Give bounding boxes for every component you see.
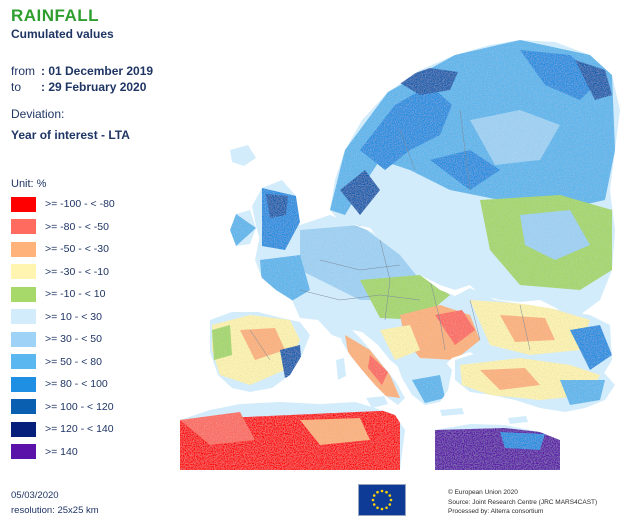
legend-label: >= -100 - < -80 bbox=[45, 198, 115, 211]
legend-item: >= -10 - < 10 bbox=[11, 283, 115, 306]
legend-label: >= -50 - < -30 bbox=[45, 243, 109, 256]
period-from-value: : 01 December 2019 bbox=[41, 64, 154, 78]
legend-label: >= 140 bbox=[45, 445, 78, 458]
resolution: resolution: 25x25 km bbox=[11, 505, 99, 516]
legend-item: >= -80 - < -50 bbox=[11, 216, 115, 239]
legend-label: >= 50 - < 80 bbox=[45, 355, 102, 368]
legend-item: >= 120 - < 140 bbox=[11, 418, 115, 441]
legend-item: >= 140 bbox=[11, 441, 115, 464]
legend-swatch bbox=[11, 399, 36, 415]
credits: © European Union 2020 Source: Joint Resea… bbox=[448, 488, 597, 517]
issue-date: 05/03/2020 bbox=[11, 490, 59, 501]
legend-label: >= -80 - < -50 bbox=[45, 220, 109, 233]
legend-item: >= -100 - < -80 bbox=[11, 193, 115, 216]
legend-swatch bbox=[11, 264, 36, 280]
deviation-value: Year of interest - LTA bbox=[11, 128, 130, 142]
credit-line: Source: Joint Research Centre (JRC MARS4… bbox=[448, 498, 598, 506]
legend-item: >= 10 - < 30 bbox=[11, 306, 115, 329]
legend-item: >= -50 - < -30 bbox=[11, 238, 115, 261]
legend-label: >= 10 - < 30 bbox=[45, 310, 102, 323]
legend-item: >= 30 - < 50 bbox=[11, 328, 115, 351]
legend-label: >= 120 - < 140 bbox=[45, 423, 114, 436]
legend-swatch bbox=[11, 196, 36, 212]
legend-swatch bbox=[11, 309, 36, 325]
legend-item: >= 100 - < 120 bbox=[11, 396, 115, 419]
legend-item: >= 80 - < 100 bbox=[11, 373, 115, 396]
period-block: from : 01 December 2019 to : 29 February… bbox=[11, 64, 153, 96]
credit-line: Processed by: Alterra consortium bbox=[448, 508, 544, 515]
deviation-label: Deviation: bbox=[11, 107, 65, 121]
legend-swatch bbox=[11, 219, 36, 235]
legend-label: >= -10 - < 10 bbox=[45, 288, 106, 301]
eu-flag-logo bbox=[358, 484, 406, 516]
legend-swatch bbox=[11, 331, 36, 347]
legend: >= -100 - < -80 >= -80 - < -50 >= -50 - < … bbox=[11, 193, 115, 463]
legend-swatch bbox=[11, 354, 36, 370]
legend-item: >= 50 - < 80 bbox=[11, 351, 115, 374]
period-to-value: : 29 February 2020 bbox=[41, 80, 147, 94]
eu-stars-icon bbox=[371, 489, 393, 511]
legend-label: >= 30 - < 50 bbox=[45, 333, 102, 346]
legend-swatch bbox=[11, 286, 36, 302]
map-title: RAINFALL bbox=[11, 6, 100, 25]
legend-unit: Unit: % bbox=[11, 178, 47, 190]
period-from-label: from bbox=[11, 64, 35, 78]
legend-label: >= 80 - < 100 bbox=[45, 378, 108, 391]
legend-swatch bbox=[11, 421, 36, 437]
rainfall-patches bbox=[180, 40, 615, 470]
period-to-label: to bbox=[11, 80, 22, 94]
country-borders bbox=[249, 109, 531, 361]
legend-swatch bbox=[11, 241, 36, 257]
credit-line: © European Union 2020 bbox=[448, 489, 518, 496]
map-subtitle: Cumulated values bbox=[11, 27, 114, 41]
legend-swatch bbox=[11, 376, 36, 392]
legend-label: >= -30 - < -10 bbox=[45, 265, 109, 278]
legend-swatch bbox=[11, 444, 36, 460]
legend-label: >= 100 - < 120 bbox=[45, 400, 114, 413]
legend-item: >= -30 - < -10 bbox=[11, 261, 115, 284]
